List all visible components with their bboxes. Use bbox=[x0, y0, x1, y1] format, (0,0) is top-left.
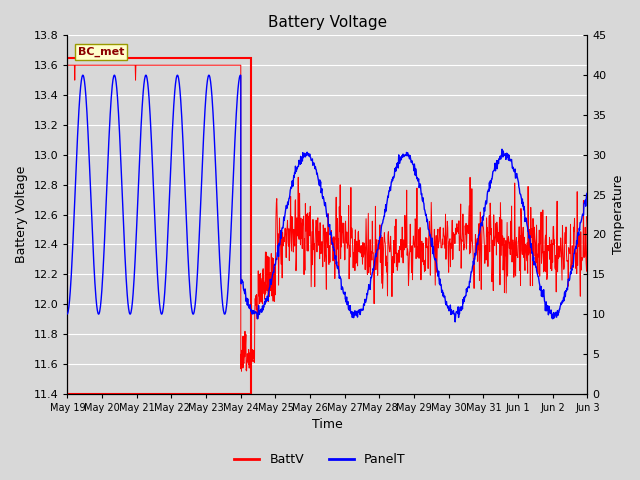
Title: Battery Voltage: Battery Voltage bbox=[268, 15, 387, 30]
Bar bbox=[67, 58, 251, 394]
X-axis label: Time: Time bbox=[312, 419, 343, 432]
Y-axis label: Temperature: Temperature bbox=[612, 175, 625, 254]
Text: BC_met: BC_met bbox=[78, 47, 124, 57]
Y-axis label: Battery Voltage: Battery Voltage bbox=[15, 166, 28, 263]
Legend: BattV, PanelT: BattV, PanelT bbox=[229, 448, 411, 471]
